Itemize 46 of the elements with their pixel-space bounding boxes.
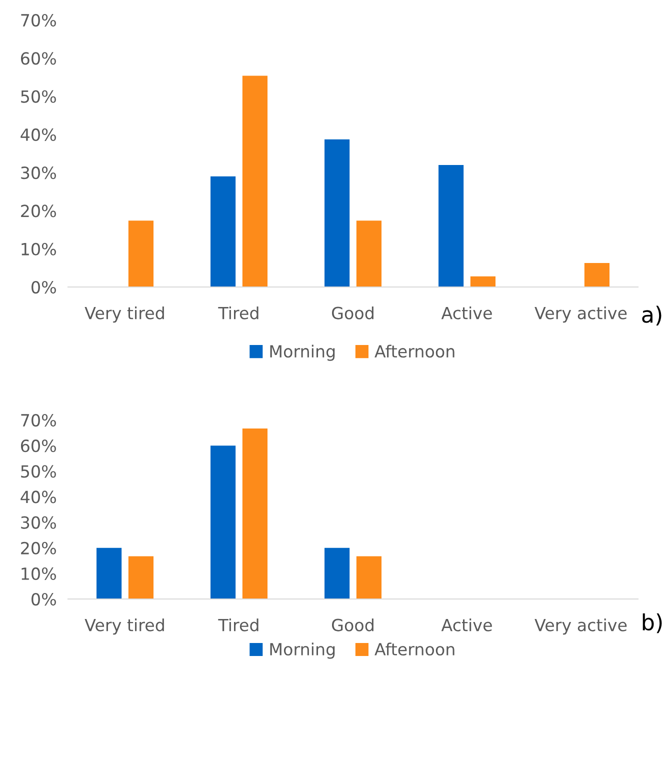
- bar: [128, 556, 154, 599]
- y-tick-label: 20%: [21, 204, 56, 218]
- bar: [470, 276, 496, 287]
- legend-label: Afternoon: [374, 344, 454, 358]
- x-tick-label: Tired: [218, 306, 258, 320]
- x-tick-label: Good: [332, 306, 374, 320]
- legend-label: Morning: [270, 642, 335, 659]
- x-tick-label: Tired: [218, 618, 258, 632]
- bar: [128, 220, 154, 287]
- bar: [242, 428, 268, 599]
- y-tick-label: 0%: [32, 280, 56, 294]
- y-tick-label: 50%: [21, 90, 56, 103]
- y-tick-label: 70%: [21, 14, 56, 27]
- bar: [584, 262, 610, 287]
- y-tick-label: 40%: [20, 128, 56, 141]
- bar: [210, 176, 236, 287]
- x-tick-label: Active: [441, 618, 492, 632]
- y-tick-label: 20%: [21, 542, 56, 554]
- y-tick-label: 10%: [22, 242, 56, 256]
- y-tick-label: 60%: [21, 440, 56, 452]
- y-tick-label: 30%: [21, 166, 56, 180]
- x-tick-label: Good: [332, 618, 374, 632]
- bar: [324, 139, 350, 287]
- bar: [356, 556, 382, 599]
- y-tick-label: 70%: [21, 414, 56, 427]
- x-tick-label: Very tired: [84, 618, 164, 635]
- x-tick-label: Very active: [534, 618, 627, 635]
- y-tick-label: 30%: [21, 516, 56, 529]
- y-tick-label: 60%: [21, 52, 56, 65]
- bar: [438, 164, 464, 287]
- x-tick-label: Active: [441, 306, 492, 320]
- legend-label: Afternoon: [374, 642, 454, 656]
- y-tick-label: 50%: [21, 465, 56, 478]
- text: b): [642, 613, 662, 634]
- bar: [324, 548, 350, 599]
- y-tick-label: 0%: [32, 592, 56, 606]
- y-tick-label: 40%: [20, 490, 56, 504]
- text: a): [642, 306, 662, 326]
- bar: [96, 548, 122, 599]
- x-tick-label: Very active: [534, 306, 627, 323]
- bar: [242, 76, 268, 287]
- x-tick-label: Very tired: [84, 306, 164, 323]
- legend-label: Morning: [270, 344, 335, 361]
- y-tick-label: 10%: [22, 567, 56, 580]
- bar: [356, 220, 382, 287]
- bar: [210, 446, 236, 599]
